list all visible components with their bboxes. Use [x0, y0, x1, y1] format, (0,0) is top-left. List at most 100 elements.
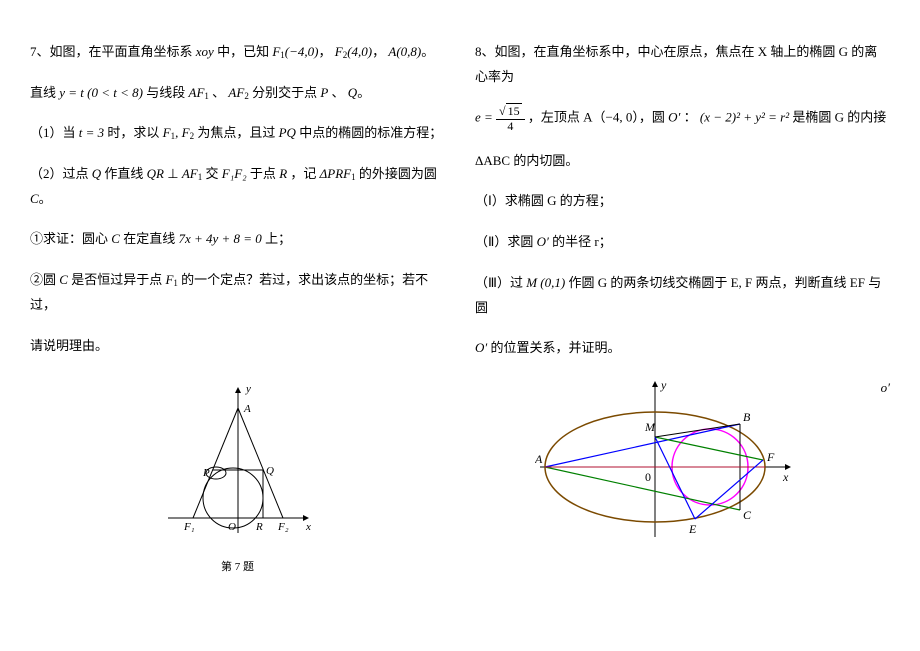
q7-line2: 直线 y = t (0 < t < 8) 与线段 AF1 、 AF2 分别交于点…	[30, 81, 445, 106]
text: ⊥	[167, 166, 182, 181]
text: （Ⅱ）求圆	[475, 234, 537, 249]
text: 时，求以	[107, 125, 162, 140]
text: 与线段	[146, 85, 188, 100]
q7-svg: y x A P Q O R F₁ F₂	[158, 378, 318, 548]
text: （1）当	[30, 125, 79, 140]
label-y: y	[660, 378, 667, 392]
eq: y = t (0 < t < 8)	[59, 85, 143, 100]
text: xoy	[196, 44, 214, 59]
text: 上；	[265, 231, 291, 246]
eq: t = 3	[79, 125, 104, 140]
label-r: R	[255, 521, 263, 533]
text: 、	[212, 85, 225, 100]
question-8: 8、如图，在直角坐标系中，中心在原点，焦点在 X 轴上的椭圆 G 的离心率为 e…	[475, 40, 890, 574]
oprime-side: o′	[881, 380, 890, 396]
text: 中点的椭圆的标准方程；	[299, 125, 442, 140]
af1: AF	[189, 85, 205, 100]
coords: (−4,0)	[285, 44, 319, 59]
q8-p3c: O′ 的位置关系，并证明。	[475, 336, 890, 361]
text: 的半径 r；	[552, 234, 612, 249]
q7-part1: （1）当 t = 3 时，求以 F1, F2 为焦点，且过 PQ 中点的椭圆的标…	[30, 121, 445, 146]
m: M (0,1)	[526, 275, 565, 290]
label-p: P	[202, 467, 210, 479]
label-c: C	[743, 508, 752, 522]
p: P	[320, 85, 328, 100]
sub: 1	[351, 172, 356, 182]
text: ，	[372, 44, 385, 59]
q7-part2: （2）过点 Q 作直线 QR ⊥ AF 1 交 F₁F₂ 于点 R ，记 ΔPRF…	[30, 162, 445, 211]
q7-caption: 第 7 题	[30, 558, 445, 574]
sub: 1	[204, 91, 209, 101]
text: 7、如图，在平面直角坐标系	[30, 44, 193, 59]
c: C	[30, 191, 39, 206]
eq: (x − 2)² + y² = r²	[700, 110, 789, 125]
q: Q	[348, 85, 357, 100]
text: （2）过点	[30, 166, 92, 181]
text: 交	[205, 166, 221, 181]
label-b: B	[743, 410, 751, 424]
c: C	[59, 272, 68, 287]
r: R	[279, 166, 287, 181]
label-o: 0	[645, 470, 651, 484]
label-f2: F₂	[277, 521, 289, 533]
c: C	[111, 231, 120, 246]
q7-sub1: ①求证：圆心 C 在定直线 7x + 4y + 8 = 0 上；	[30, 227, 445, 252]
q8-line1: 8、如图，在直角坐标系中，中心在原点，焦点在 X 轴上的椭圆 G 的离心率为	[475, 40, 890, 89]
text: ②圆	[30, 272, 59, 287]
sqrt: 15	[506, 103, 522, 118]
f2: , F	[175, 125, 189, 140]
q7-line1: 7、如图，在平面直角坐标系 xoy 中，已知 F1(−4,0)， F2(4,0)…	[30, 40, 445, 65]
q: Q	[92, 166, 101, 181]
q8-line2c: ΔABC 的内切圆。	[475, 149, 890, 174]
text: ，左顶点 A（−4, 0），圆	[528, 110, 668, 125]
e: e =	[475, 110, 496, 125]
q7-sub2: ②圆 C 是否恒过异于点 F1 的一个定点？若过，求出该点的坐标；若不过，	[30, 268, 445, 317]
f1: F	[163, 125, 171, 140]
den: 4	[496, 120, 525, 133]
q7-figure: y x A P Q O R F₁ F₂ 第 7 题	[30, 378, 445, 574]
text: （Ⅲ）过	[475, 275, 526, 290]
q8-p2: （Ⅱ）求圆 O′ 的半径 r；	[475, 230, 890, 255]
text: 于点	[250, 166, 279, 181]
label-o: O	[228, 521, 236, 533]
label-m: M	[644, 420, 656, 434]
label-q: Q	[266, 465, 274, 477]
text: ，	[318, 44, 331, 59]
sub: 2	[244, 91, 249, 101]
tri: ΔPRF	[320, 166, 351, 181]
text: 是否恒过异于点	[71, 272, 165, 287]
text: 分别交于点	[252, 85, 320, 100]
coords: (0,8)	[396, 44, 421, 59]
q7-sub2b: 请说明理由。	[30, 334, 445, 359]
label-a: A	[243, 403, 251, 415]
text: ①求证：圆心	[30, 231, 111, 246]
af1: AF	[182, 166, 198, 181]
pq: PQ	[279, 125, 296, 140]
oprime: O′	[537, 234, 549, 249]
qr: QR	[147, 166, 164, 181]
fraction: √15 4	[496, 105, 525, 132]
f2: F	[335, 44, 343, 59]
eq: 7x + 4y + 8 = 0	[178, 231, 261, 246]
oprime: O′	[668, 110, 680, 125]
q8-line2: e = √15 4 ，左顶点 A（−4, 0），圆 O′ ： (x − 2)² …	[475, 105, 890, 132]
text: 。	[357, 85, 370, 100]
text: 在定直线	[123, 231, 178, 246]
text: 直线	[30, 85, 59, 100]
q8-figure: y x A B C E F M 0	[535, 377, 890, 551]
text: 中，已知	[217, 44, 269, 59]
text: 作直线	[104, 166, 146, 181]
text: 的外接圆为圆	[359, 166, 437, 181]
text: ，记	[290, 166, 319, 181]
text: 是椭圆 G 的内接	[792, 110, 886, 125]
q8-p1: （Ⅰ）求椭圆 G 的方程；	[475, 189, 890, 214]
text: 。	[39, 191, 52, 206]
label-x: x	[782, 470, 789, 484]
text: 为焦点，且过	[197, 125, 278, 140]
label-x: x	[305, 521, 311, 533]
label-a: A	[535, 452, 543, 466]
sub: 1	[173, 278, 178, 288]
text: ：	[684, 110, 697, 125]
question-7: 7、如图，在平面直角坐标系 xoy 中，已知 F1(−4,0)， F2(4,0)…	[30, 40, 445, 574]
f1f2: F₁F₂	[222, 166, 247, 181]
